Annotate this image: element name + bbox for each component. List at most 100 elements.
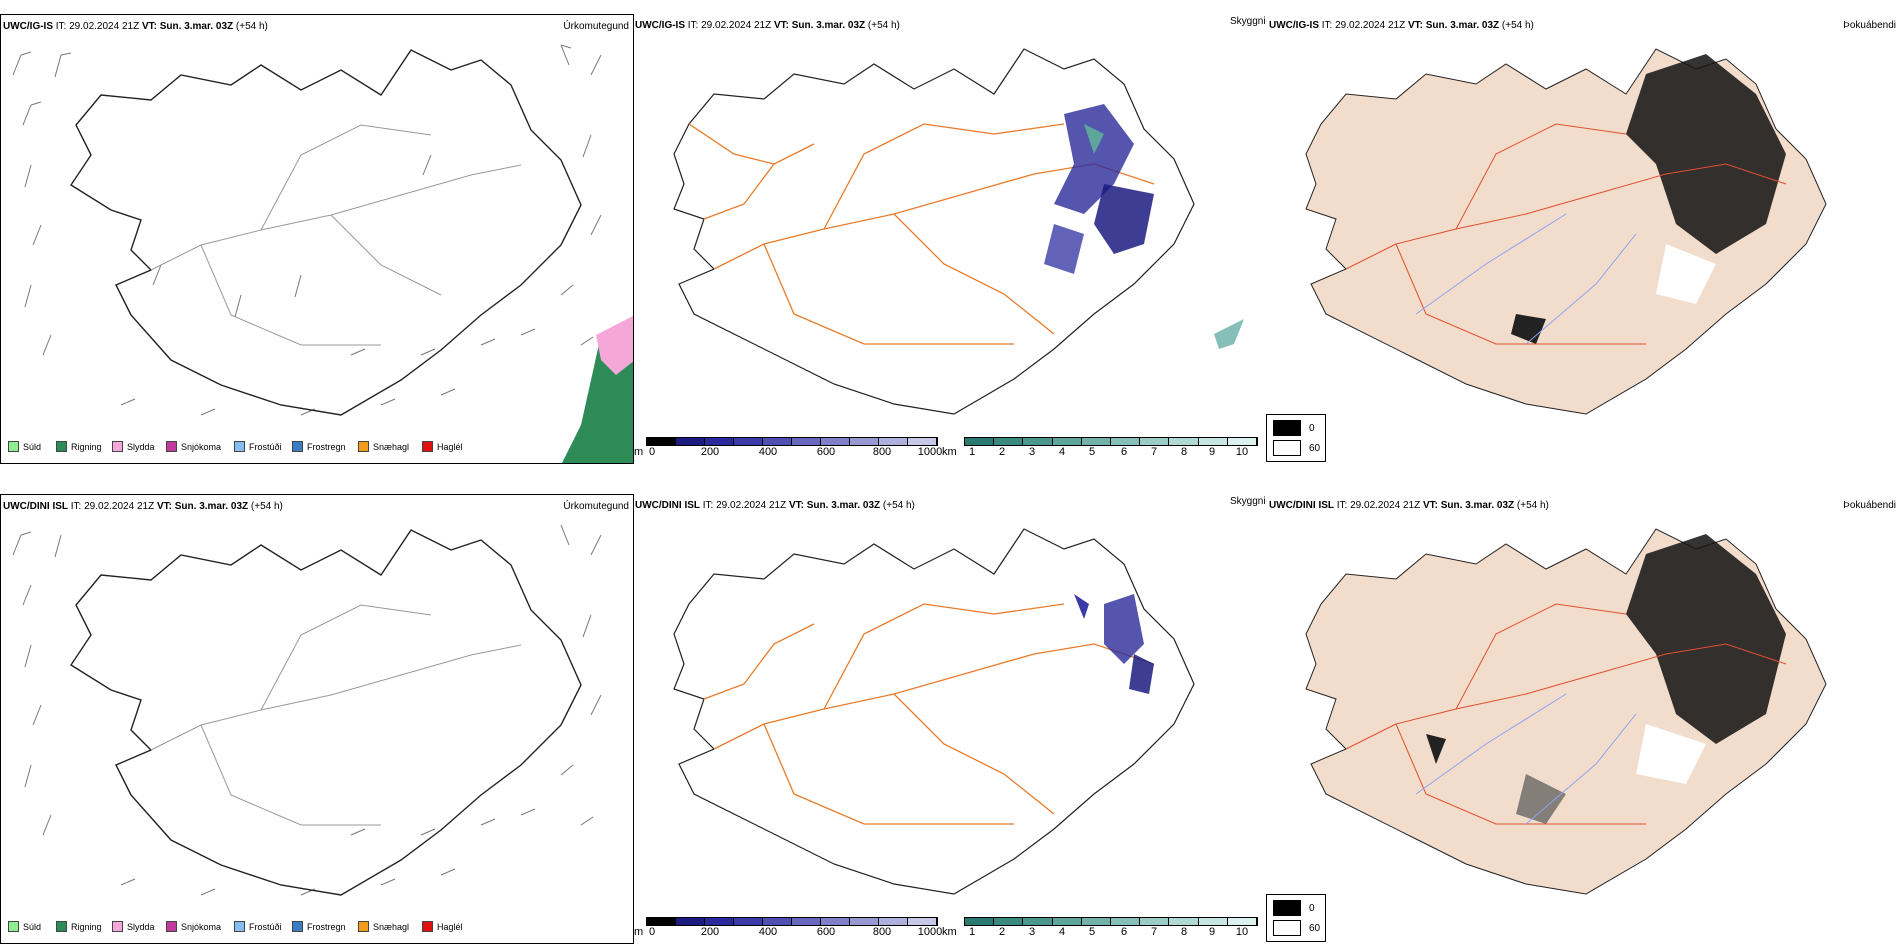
- fog-legend-label: 0: [1309, 902, 1315, 914]
- vt-label: VT:: [156, 501, 172, 512]
- hail-swatch: [422, 921, 433, 932]
- field-name: Þokuábendi: [1843, 500, 1896, 511]
- visibility-tick: 5: [1088, 926, 1096, 938]
- colorbar-segment: [1169, 918, 1199, 925]
- snow-pellets-swatch: [358, 441, 369, 452]
- visibility-tick: 10: [1235, 926, 1249, 938]
- panel-header: UWC/DINI ISL IT: 29.02.2024 21Z VT: Sun.…: [635, 500, 915, 512]
- vt-label: VT:: [141, 21, 157, 32]
- colorbar-segment: [1227, 438, 1257, 445]
- model-name: UWC/IG-IS: [3, 21, 53, 32]
- sleet-swatch: [112, 441, 123, 452]
- colorbar-segment: [705, 438, 734, 445]
- valid-time: Sun. 3.mar. 03Z: [1425, 20, 1500, 31]
- valid-time: Sun. 3.mar. 03Z: [806, 500, 881, 511]
- init-time: 29.02.2024 21Z: [716, 500, 787, 511]
- visibility-tick: 9: [1208, 926, 1216, 938]
- it-label: IT:: [70, 501, 82, 512]
- fog-swatch-0: [1273, 900, 1301, 916]
- ceiling-colorbar-segments: [646, 917, 938, 926]
- vt-label: VT:: [1407, 20, 1423, 31]
- low-ceiling-areas: [1044, 104, 1244, 349]
- sleet-area: [596, 316, 633, 375]
- ceiling-tick: 400: [758, 926, 778, 938]
- legend-label: Súld: [23, 441, 42, 452]
- fog-swatch-60: [1273, 920, 1301, 936]
- lead-time: (+54 h): [867, 20, 900, 31]
- lead-time: (+54 h): [235, 21, 268, 32]
- colorbar-segment: [1081, 918, 1111, 925]
- lead-time: (+54 h): [1501, 20, 1534, 31]
- model-name: UWC/DINI ISL: [635, 500, 700, 511]
- field-name: Úrkomutegund: [563, 501, 629, 512]
- legend-label: Rigning: [71, 921, 102, 932]
- visibility-tick: 9: [1208, 446, 1216, 458]
- panel-header: UWC/DINI ISL IT: 29.02.2024 21Z VT: Sun.…: [3, 501, 283, 513]
- legend-label: Súld: [23, 921, 42, 932]
- colorbar-segment: [1140, 438, 1170, 445]
- vt-label: VT:: [788, 500, 804, 511]
- ceiling-tick: 800: [872, 926, 892, 938]
- model-name: UWC/IG-IS: [1269, 20, 1319, 31]
- model-name: UWC/IG-IS: [635, 20, 685, 31]
- fog-map-row1: UWC/IG-IS IT: 29.02.2024 21Z VT: Sun. 3.…: [1266, 14, 1900, 464]
- fog-legend: 0 60: [1266, 894, 1326, 942]
- precip-map-svg: [12, 524, 602, 896]
- colorbar-segment: [647, 918, 676, 925]
- iceland-outline: [70, 49, 582, 416]
- precip-legend: Súld Rigning Slydda Snjókoma Frostúði Fr…: [2, 435, 472, 461]
- colorbar-segment: [1111, 438, 1141, 445]
- field-name: Þokuábendi: [1843, 20, 1896, 31]
- visibility-tick: 6: [1120, 926, 1128, 938]
- roads-grey: [150, 604, 522, 826]
- lead-time: (+54 h): [1516, 500, 1549, 511]
- visibility-tick: 1: [968, 446, 976, 458]
- rain-swatch: [56, 441, 67, 452]
- legend-label: Snæhagl: [373, 441, 410, 452]
- visibility-colorbar-segments: [964, 917, 1258, 926]
- fog-legend-label: 60: [1309, 922, 1321, 934]
- freezing-drizzle-swatch: [234, 441, 245, 452]
- visibility-tick: 7: [1150, 926, 1158, 938]
- rivers: [1415, 693, 1637, 825]
- colorbar-segment: [1081, 438, 1111, 445]
- valid-time: Sun. 3.mar. 03Z: [174, 501, 249, 512]
- roads-red: [1345, 603, 1787, 825]
- ceiling-tick: 0: [648, 446, 656, 458]
- colorbar-segment: [1169, 438, 1199, 445]
- roads-orange: [703, 603, 1155, 825]
- init-time: 29.02.2024 21Z: [1335, 20, 1406, 31]
- wind-barbs: [12, 524, 602, 896]
- freezing-rain-swatch: [292, 441, 303, 452]
- it-label: IT:: [1336, 500, 1348, 511]
- rain-swatch: [56, 921, 67, 932]
- vt-label: VT:: [773, 20, 789, 31]
- visibility-tick: 1: [968, 926, 976, 938]
- colorbar-segment: [879, 438, 908, 445]
- fog-legend: 0 60: [1266, 414, 1326, 462]
- legend-label: Snæhagl: [373, 921, 410, 932]
- init-time: 29.02.2024 21Z: [701, 20, 772, 31]
- precip-type-map-row1: UWC/IG-IS IT: 29.02.2024 21Z VT: Sun. 3.…: [0, 14, 634, 464]
- colorbar-segment: [792, 918, 821, 925]
- colorbar-segment: [705, 918, 734, 925]
- init-time: 29.02.2024 21Z: [84, 501, 155, 512]
- init-time: 29.02.2024 21Z: [69, 21, 140, 32]
- legend-label: Haglél: [437, 921, 463, 932]
- colorbar-segment: [1052, 918, 1082, 925]
- panel-header: UWC/IG-IS IT: 29.02.2024 21Z VT: Sun. 3.…: [635, 20, 900, 32]
- legend-label: Frostúði: [249, 921, 282, 932]
- iceland-outline: [673, 528, 1195, 895]
- fog-swatch-60: [1273, 440, 1301, 456]
- visibility-unit: km: [942, 446, 957, 458]
- colorbar-segment: [908, 438, 937, 445]
- cloud-map-svg: [673, 528, 1195, 895]
- colorbar-segment: [1140, 918, 1170, 925]
- visibility-tick: 3: [1028, 926, 1036, 938]
- init-time: 29.02.2024 21Z: [1350, 500, 1421, 511]
- legend-label: Snjókoma: [181, 921, 222, 932]
- field-name: Skyggni: [1230, 16, 1266, 27]
- colorbar-segment: [1111, 918, 1141, 925]
- iceland-outline: [70, 529, 582, 896]
- ceiling-tick: 1000: [917, 446, 943, 458]
